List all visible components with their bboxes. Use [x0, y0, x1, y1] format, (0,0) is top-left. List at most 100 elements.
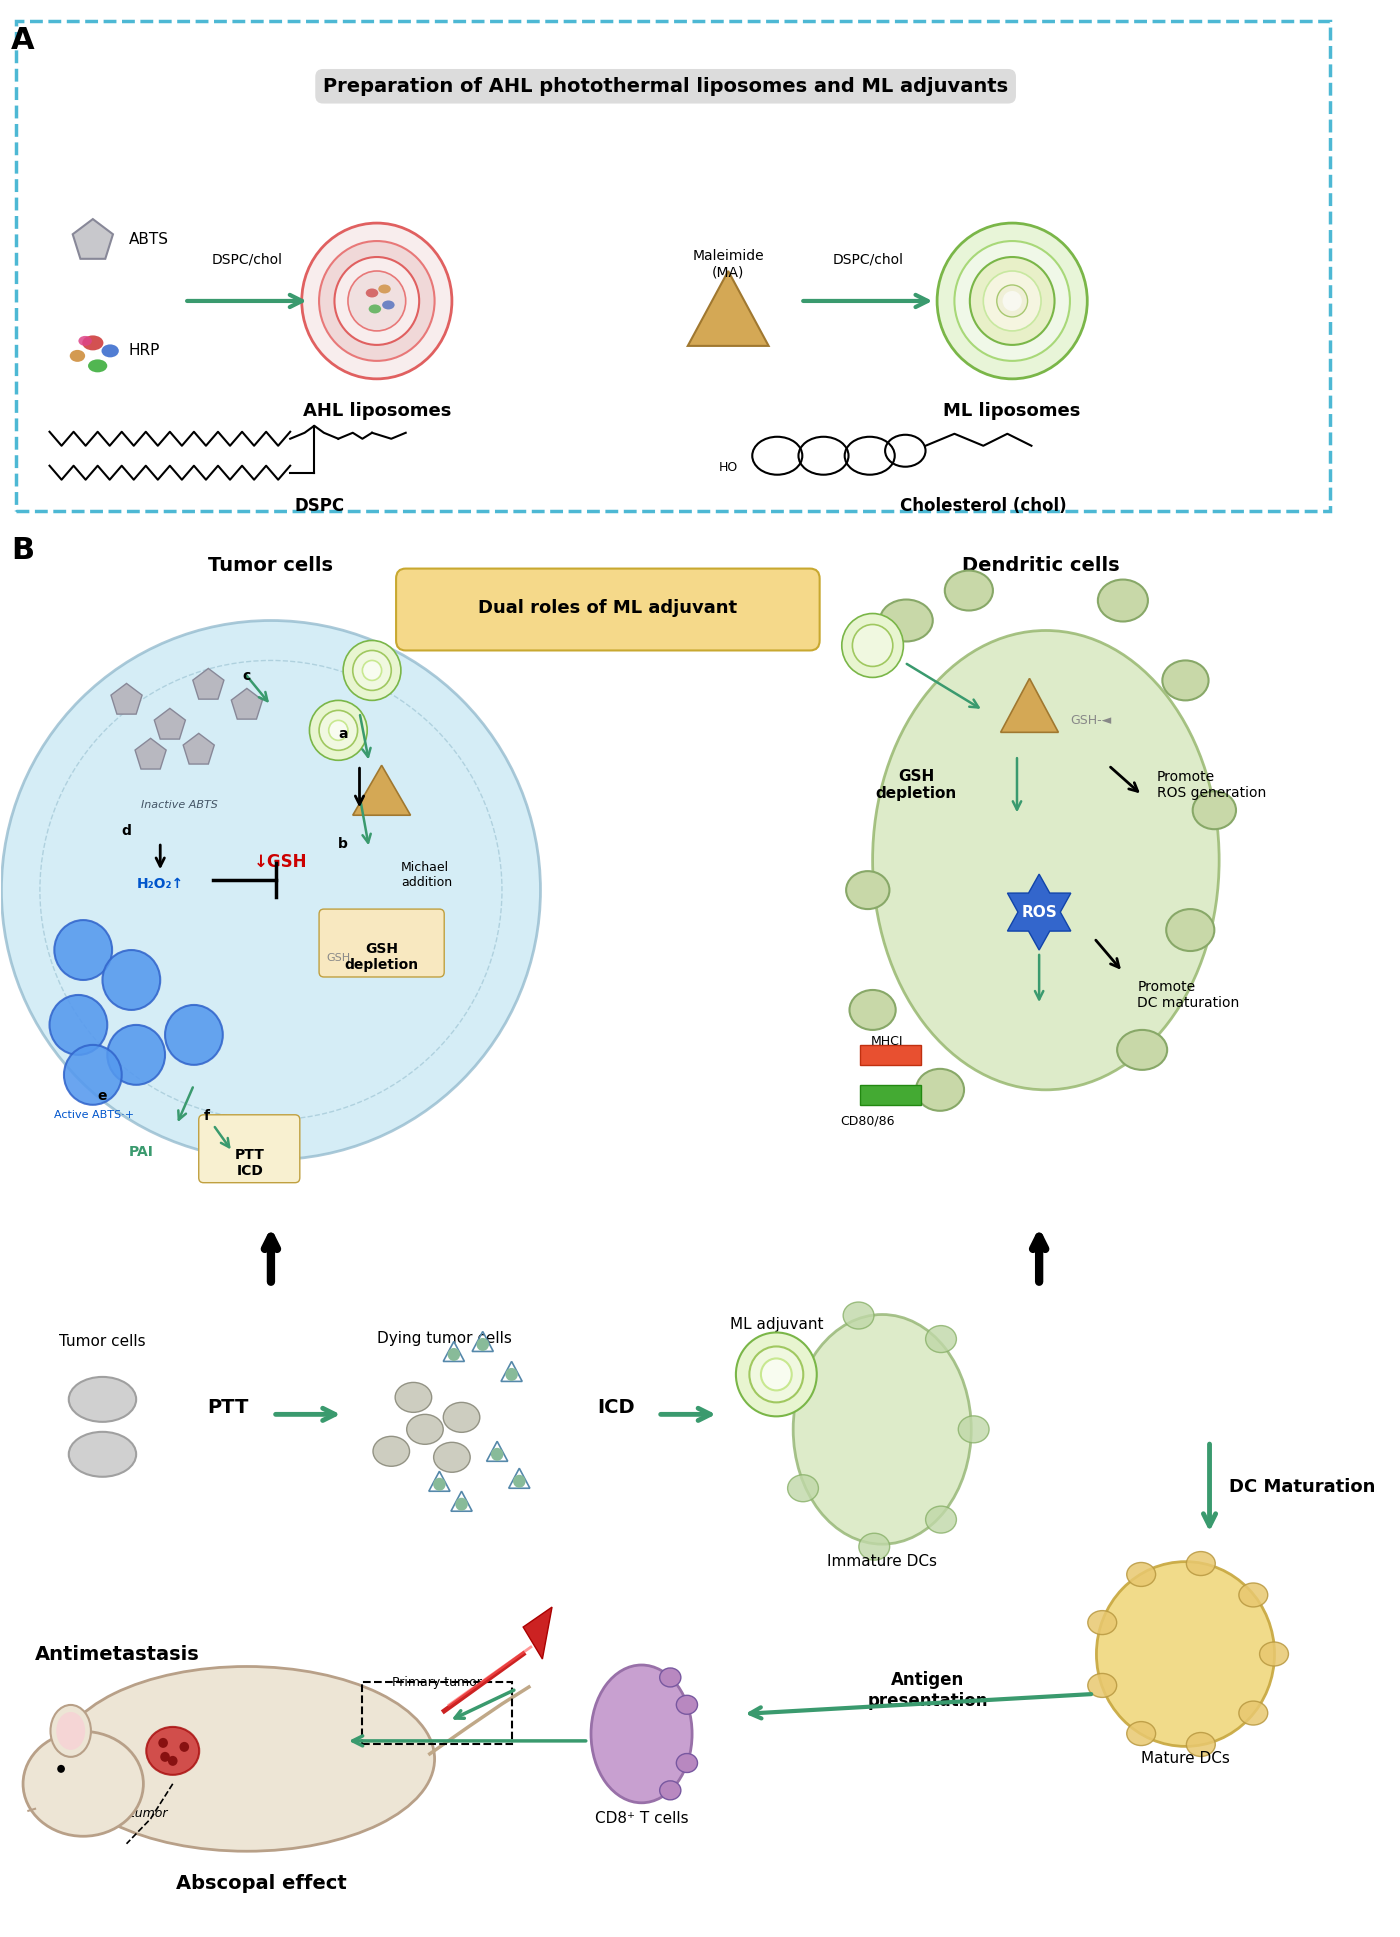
Ellipse shape [50, 1705, 91, 1757]
Polygon shape [687, 271, 769, 347]
FancyBboxPatch shape [199, 1116, 300, 1184]
Polygon shape [524, 1608, 552, 1658]
Circle shape [319, 240, 434, 360]
Ellipse shape [434, 1443, 470, 1472]
FancyBboxPatch shape [319, 908, 444, 976]
Circle shape [55, 920, 112, 980]
Text: HRP: HRP [129, 343, 160, 358]
Ellipse shape [858, 1534, 889, 1559]
Polygon shape [1008, 874, 1071, 949]
Circle shape [937, 223, 1088, 380]
Text: Dying tumor cells: Dying tumor cells [377, 1331, 511, 1346]
Circle shape [853, 624, 893, 666]
Polygon shape [154, 709, 185, 740]
Polygon shape [1001, 678, 1058, 732]
Text: PTT
ICD: PTT ICD [235, 1149, 265, 1178]
Text: b: b [339, 837, 349, 850]
Circle shape [1002, 291, 1022, 312]
Polygon shape [134, 738, 167, 769]
Text: MHCI: MHCI [871, 1034, 903, 1048]
Text: A: A [11, 27, 35, 56]
Text: DC Maturation: DC Maturation [1229, 1478, 1375, 1495]
Ellipse shape [958, 1416, 988, 1443]
Polygon shape [860, 1044, 921, 1065]
Circle shape [762, 1358, 792, 1391]
Ellipse shape [56, 1712, 85, 1749]
Text: ML adjuvant: ML adjuvant [729, 1317, 823, 1333]
Ellipse shape [925, 1325, 956, 1352]
Ellipse shape [1088, 1610, 1117, 1635]
Circle shape [736, 1333, 816, 1416]
FancyBboxPatch shape [15, 21, 1330, 511]
Text: ABTS: ABTS [129, 232, 168, 246]
Text: Antimetastasis: Antimetastasis [35, 1645, 200, 1664]
Text: CD80/86: CD80/86 [840, 1116, 895, 1127]
Circle shape [970, 258, 1054, 345]
Ellipse shape [368, 304, 381, 314]
Ellipse shape [676, 1753, 697, 1772]
Ellipse shape [1186, 1552, 1215, 1575]
Ellipse shape [1239, 1583, 1268, 1608]
Circle shape [749, 1346, 804, 1402]
Circle shape [165, 1005, 223, 1065]
Ellipse shape [59, 1666, 434, 1852]
Text: Tumor cells: Tumor cells [209, 556, 333, 575]
Ellipse shape [146, 1728, 199, 1774]
Text: ICD: ICD [596, 1399, 634, 1416]
Ellipse shape [872, 630, 1219, 1091]
Circle shape [363, 661, 382, 680]
Ellipse shape [659, 1780, 680, 1799]
Text: Inactive ABTS: Inactive ABTS [141, 800, 218, 810]
Text: Cholesterol (chol): Cholesterol (chol) [900, 496, 1067, 515]
Ellipse shape [1098, 579, 1148, 622]
Text: Antigen
presentation: Antigen presentation [867, 1672, 988, 1710]
Text: Active ABTS·+: Active ABTS·+ [55, 1110, 134, 1120]
Ellipse shape [659, 1668, 680, 1687]
Circle shape [168, 1755, 178, 1767]
Text: AHL liposomes: AHL liposomes [302, 401, 451, 420]
Text: Primary tumor: Primary tumor [392, 1676, 482, 1689]
Text: ROS: ROS [1021, 905, 1057, 920]
Text: GSH: GSH [326, 953, 351, 963]
Polygon shape [111, 684, 141, 715]
Circle shape [955, 240, 1070, 360]
Circle shape [64, 1044, 122, 1104]
Text: DSPC/chol: DSPC/chol [211, 252, 283, 265]
Text: Michael
addition: Michael addition [400, 862, 452, 889]
Ellipse shape [788, 1474, 819, 1501]
Circle shape [49, 996, 108, 1056]
Ellipse shape [1162, 661, 1208, 701]
Text: DSPC/chol: DSPC/chol [832, 252, 903, 265]
Circle shape [349, 271, 406, 331]
Text: Promote
DC maturation: Promote DC maturation [1137, 980, 1239, 1009]
Ellipse shape [846, 872, 889, 908]
Ellipse shape [676, 1695, 697, 1714]
Polygon shape [183, 734, 214, 763]
Ellipse shape [69, 1431, 136, 1476]
Text: PTT: PTT [207, 1399, 248, 1416]
Text: GSH-◄: GSH-◄ [1070, 715, 1112, 726]
Ellipse shape [78, 335, 92, 347]
Ellipse shape [916, 1069, 965, 1110]
FancyBboxPatch shape [396, 569, 819, 651]
Ellipse shape [781, 1375, 812, 1402]
Ellipse shape [444, 1402, 480, 1431]
Circle shape [102, 949, 160, 1009]
Circle shape [455, 1497, 468, 1511]
Ellipse shape [1193, 790, 1236, 829]
Ellipse shape [1239, 1701, 1268, 1726]
Circle shape [329, 721, 349, 740]
Text: Abscopal effect: Abscopal effect [176, 1875, 347, 1892]
Ellipse shape [1127, 1563, 1155, 1586]
Circle shape [302, 223, 452, 380]
Text: H₂O₂↑: H₂O₂↑ [137, 877, 183, 891]
Circle shape [108, 1025, 165, 1085]
Circle shape [57, 1765, 64, 1772]
Ellipse shape [1088, 1674, 1117, 1697]
Ellipse shape [794, 1315, 972, 1544]
Ellipse shape [70, 351, 85, 362]
Ellipse shape [1, 620, 540, 1160]
Polygon shape [73, 219, 113, 260]
Ellipse shape [1186, 1732, 1215, 1757]
Text: Preparation of AHL photothermal liposomes and ML adjuvants: Preparation of AHL photothermal liposome… [323, 77, 1008, 95]
